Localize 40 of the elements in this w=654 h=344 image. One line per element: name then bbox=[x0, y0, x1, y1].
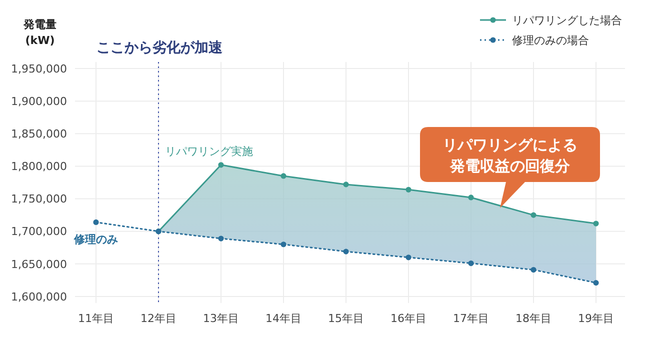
annotation: 修理のみ bbox=[73, 233, 118, 246]
point bbox=[468, 194, 474, 200]
point bbox=[530, 212, 536, 218]
point bbox=[218, 236, 224, 242]
y-tick-label: 1,650,000 bbox=[11, 258, 67, 271]
x-tick-label: 14年目 bbox=[266, 312, 302, 325]
point bbox=[530, 266, 536, 273]
y-tick-label: 1,850,000 bbox=[11, 128, 67, 140]
point bbox=[593, 280, 599, 286]
x-tick-label: 11年目 bbox=[78, 312, 114, 325]
y-tick-label: 1,900,000 bbox=[11, 94, 67, 108]
x-tick-label: 13年目 bbox=[203, 312, 239, 325]
point bbox=[280, 242, 286, 248]
point bbox=[218, 162, 224, 168]
point bbox=[343, 182, 349, 188]
y-axis-title: 発電量 (kW) bbox=[22, 18, 56, 47]
y-tick-label: 1,950,000 bbox=[11, 62, 67, 76]
annotation: リパワリングによる bbox=[442, 136, 578, 154]
annotation: リパワリング実施 bbox=[165, 145, 253, 158]
point bbox=[468, 260, 474, 266]
annotation: 発電収益の回復分 bbox=[449, 157, 571, 175]
y-tick-label: 1,800,000 bbox=[11, 160, 67, 174]
legend-label: リパワリングした場合 bbox=[512, 14, 622, 27]
point bbox=[93, 219, 99, 226]
y-tick-label: 1,700,000 bbox=[11, 225, 67, 238]
x-tick-label: 16年目 bbox=[390, 312, 426, 325]
x-tick-label: 18年目 bbox=[516, 312, 552, 325]
x-tick-label: 19年目 bbox=[578, 312, 614, 325]
point bbox=[406, 254, 412, 260]
point bbox=[280, 173, 286, 179]
x-tick-label: 17年目 bbox=[453, 312, 489, 325]
x-tick-label: 12年目 bbox=[140, 312, 176, 325]
y-tick-label: 1,750,000 bbox=[11, 192, 67, 206]
point bbox=[593, 220, 599, 226]
point bbox=[343, 248, 349, 254]
y-tick-label: 1,600,000 bbox=[11, 290, 67, 304]
x-tick-label: 15年目 bbox=[328, 312, 364, 325]
legend-label: 修理のみの場合 bbox=[512, 34, 589, 47]
ref-line-label: ここから劣化が加速 bbox=[96, 40, 224, 56]
point bbox=[406, 186, 412, 192]
